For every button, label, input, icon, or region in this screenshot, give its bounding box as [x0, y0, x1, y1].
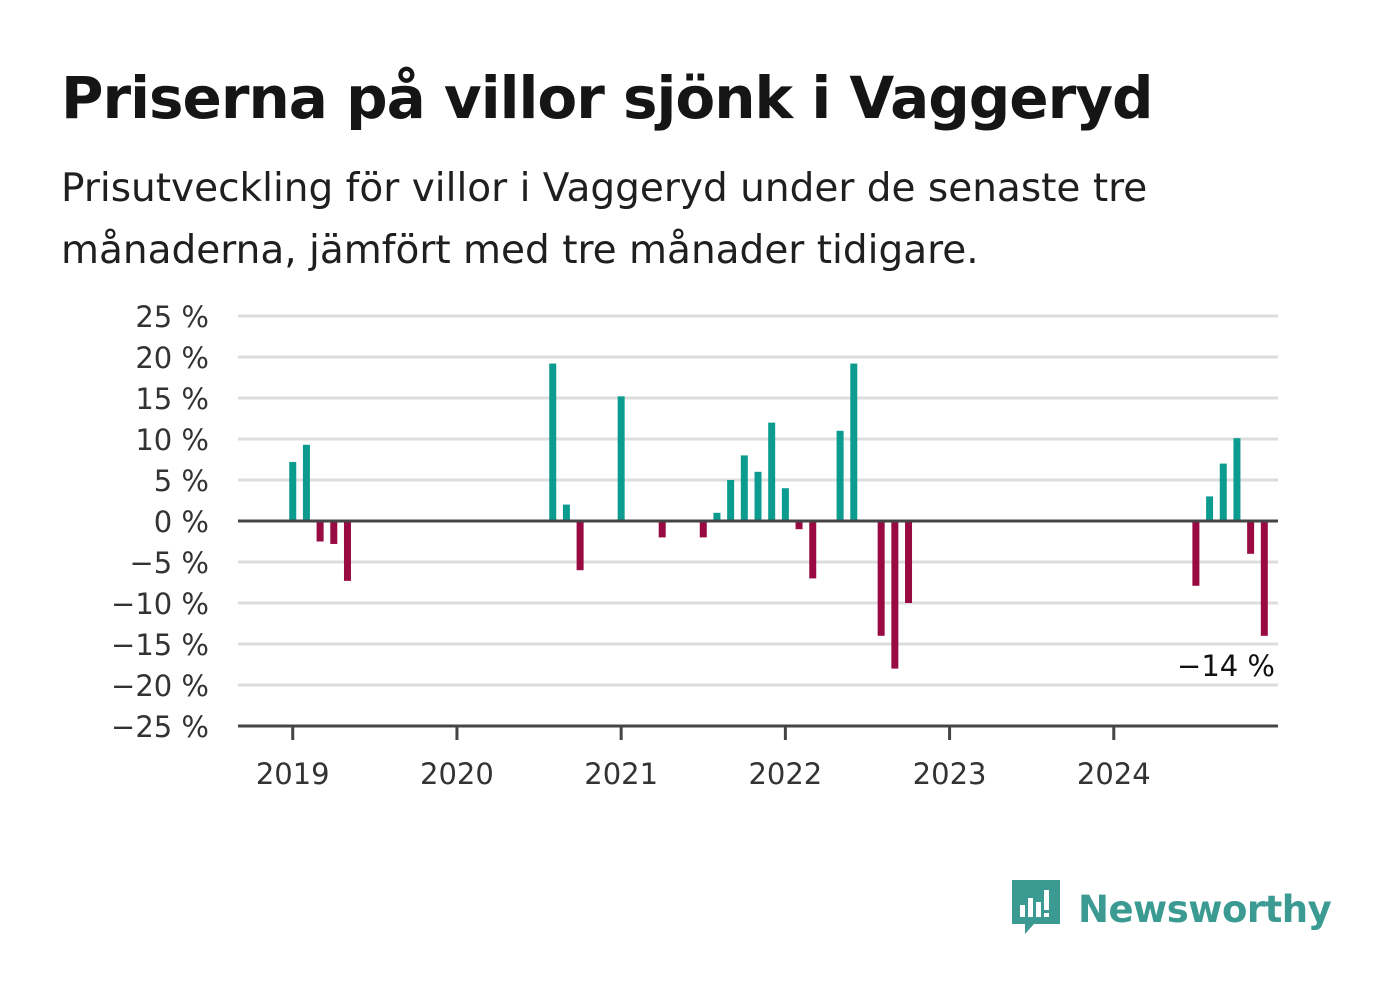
y-tick-label: 5 % — [154, 464, 209, 498]
x-tick-label: 2023 — [913, 757, 987, 791]
bar — [1206, 496, 1214, 521]
bar — [576, 521, 584, 571]
bar — [740, 455, 748, 521]
bar — [836, 430, 844, 521]
y-tick-label: −10 % — [111, 587, 209, 621]
bar-series — [289, 363, 1268, 669]
bar — [1260, 521, 1268, 636]
bar — [727, 480, 735, 521]
bar — [768, 422, 776, 521]
x-tick-label: 2022 — [748, 757, 822, 791]
y-tick-label: 25 % — [135, 300, 209, 334]
bar — [699, 521, 707, 538]
y-tick-label: 10 % — [135, 423, 209, 457]
bar — [343, 521, 351, 581]
brand-name: Newsworthy — [1078, 887, 1332, 931]
y-tick-label: −20 % — [111, 669, 209, 703]
y-tick-label: −15 % — [111, 628, 209, 662]
x-tick-label: 2021 — [584, 757, 658, 791]
bar — [850, 363, 858, 521]
bar — [713, 512, 721, 521]
chart-title: Priserna på villor sjönk i Vaggeryd — [61, 64, 1154, 132]
bar — [1247, 521, 1255, 554]
bar — [289, 461, 297, 521]
bar — [891, 521, 899, 669]
bar — [905, 521, 913, 603]
bar — [617, 396, 625, 521]
chart-subtitle: Prisutveckling för villor i Vaggeryd und… — [61, 166, 1148, 273]
bar — [1219, 463, 1227, 521]
bar — [1192, 521, 1200, 586]
newsworthy-chart-logo-icon — [1012, 880, 1060, 934]
y-tick-label: −5 % — [129, 546, 209, 580]
axes — [238, 519, 1278, 740]
bar — [754, 471, 762, 521]
y-tick-label: 15 % — [135, 382, 209, 416]
bar — [795, 521, 803, 530]
bar — [562, 504, 570, 521]
tick-labels: 25 % 20 % 15 % 10 % 5 % 0 % −5 % −10 % −15 % −20 … — [111, 300, 1151, 791]
bar — [809, 521, 817, 579]
bar — [330, 521, 338, 544]
bar — [877, 521, 885, 636]
x-tick-label: 2019 — [256, 757, 330, 791]
bar — [302, 444, 310, 521]
bar — [658, 521, 666, 538]
bar — [781, 488, 789, 521]
newsworthy-brand: Newsworthy — [1010, 878, 1332, 940]
y-tick-label: 20 % — [135, 341, 209, 375]
last-value-annotation: −14 % — [1177, 649, 1275, 683]
bar — [1233, 438, 1241, 521]
x-tick-label: 2020 — [420, 757, 494, 791]
bar — [549, 363, 557, 521]
y-tick-label: 0 % — [154, 505, 209, 539]
x-tick-label: 2024 — [1077, 757, 1151, 791]
y-tick-label: −25 % — [111, 710, 209, 744]
bar — [316, 521, 324, 542]
